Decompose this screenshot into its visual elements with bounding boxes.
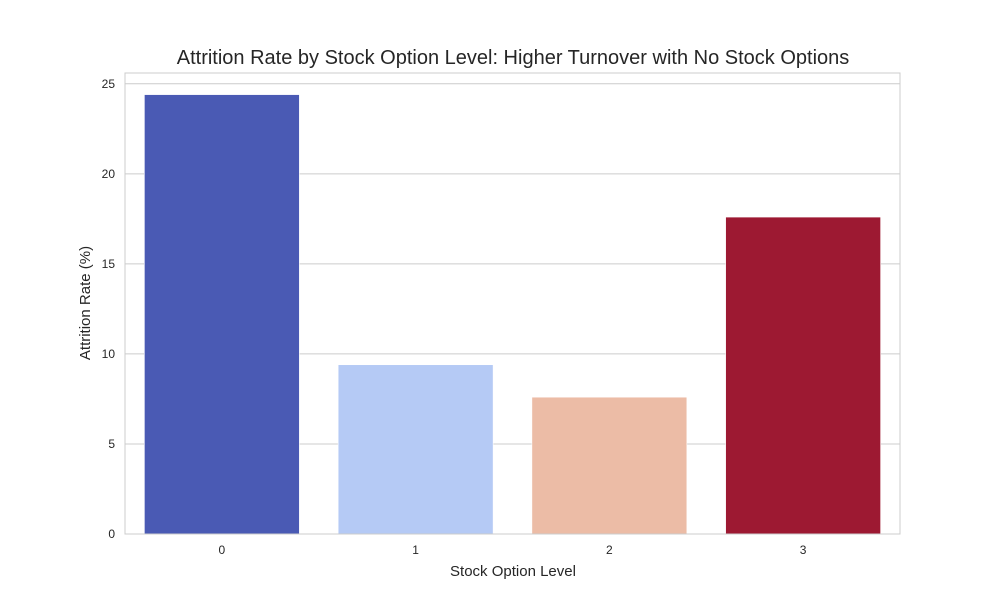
- bars: [144, 94, 881, 535]
- bar-3: [725, 216, 881, 535]
- y-tick-label: 15: [102, 257, 116, 271]
- y-tick-label: 20: [102, 167, 116, 181]
- chart-title: Attrition Rate by Stock Option Level: Hi…: [177, 47, 850, 69]
- bar-1: [337, 364, 494, 535]
- x-axis-label: Stock Option Level: [450, 563, 576, 580]
- x-tick-label: 2: [606, 543, 613, 557]
- bar-2: [531, 396, 688, 535]
- bar-0: [144, 94, 300, 535]
- x-tick-label: 3: [800, 543, 807, 557]
- y-tick-labels: 0 5 10 15 20 25: [102, 77, 116, 541]
- plot-frame: [124, 72, 901, 535]
- x-tick-label: 1: [412, 543, 419, 557]
- x-tick-label: 0: [219, 543, 226, 557]
- y-tick-label: 25: [102, 77, 116, 91]
- x-tick-labels: 0 1 2 3: [219, 543, 807, 557]
- y-tick-label: 0: [108, 527, 115, 541]
- y-tick-label: 10: [102, 347, 116, 361]
- y-tick-label: 5: [108, 437, 115, 451]
- y-axis-label: Attrition Rate (%): [77, 246, 94, 360]
